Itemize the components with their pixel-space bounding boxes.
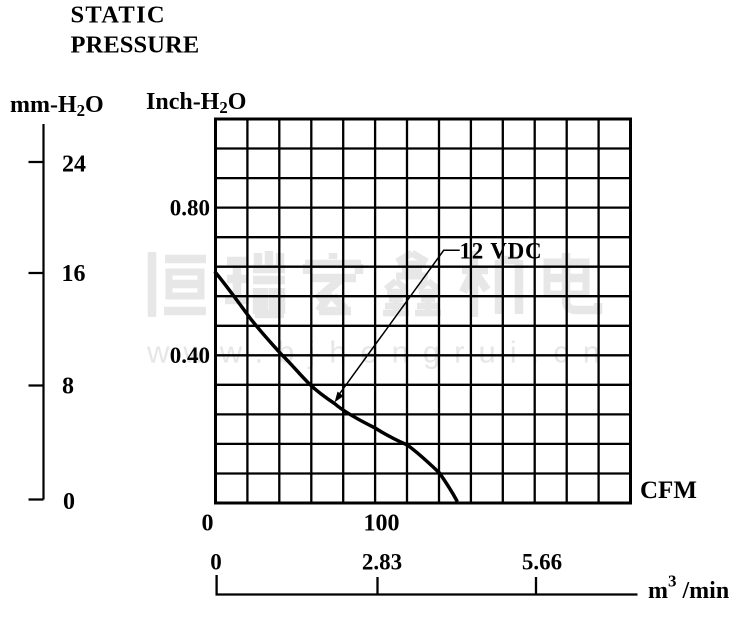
svg-text:Inch-H2O: Inch-H2O xyxy=(146,89,246,117)
svg-text:12 VDC: 12 VDC xyxy=(460,238,543,263)
svg-text:24: 24 xyxy=(62,151,86,177)
svg-text:STATIC: STATIC xyxy=(71,2,166,29)
svg-text:0.40: 0.40 xyxy=(170,343,210,368)
svg-text:16: 16 xyxy=(62,261,86,287)
svg-text:0: 0 xyxy=(63,489,75,515)
svg-text:0: 0 xyxy=(210,550,222,575)
svg-text:8: 8 xyxy=(62,374,74,400)
svg-text:0: 0 xyxy=(202,511,214,537)
svg-text:5.66: 5.66 xyxy=(522,550,562,575)
svg-text:0.80: 0.80 xyxy=(170,196,210,221)
svg-text:2.83: 2.83 xyxy=(362,550,402,575)
svg-text:www.bjhengrui.cn: www.bjhengrui.cn xyxy=(146,335,614,370)
svg-text:100: 100 xyxy=(364,511,400,537)
svg-text:PRESSURE: PRESSURE xyxy=(71,31,200,58)
svg-text:CFM: CFM xyxy=(640,477,697,504)
svg-text:mm-H2O: mm-H2O xyxy=(10,92,104,120)
